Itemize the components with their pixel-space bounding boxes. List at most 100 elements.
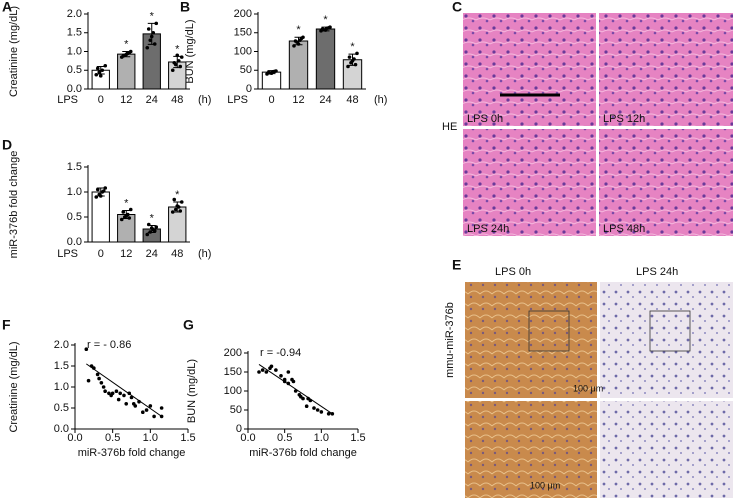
- ihc-image: [465, 401, 597, 498]
- data-point: [94, 72, 99, 77]
- image-label: LPS 48h: [603, 223, 645, 235]
- panel-letter: G: [183, 317, 194, 333]
- data-point: [179, 55, 184, 59]
- y-tick-label: 150: [234, 27, 252, 39]
- histology-image: [599, 13, 733, 126]
- data-point: [118, 391, 122, 396]
- column-label: LPS 24h: [636, 266, 678, 278]
- data-point: [97, 376, 101, 381]
- data-point: [269, 71, 274, 76]
- panel-letter: C: [452, 0, 462, 15]
- data-point: [124, 214, 129, 218]
- data-point: [144, 408, 149, 412]
- x-suffix: (h): [374, 94, 387, 106]
- column-label: LPS 0h: [495, 266, 531, 278]
- bar: [91, 191, 110, 243]
- data-point: [122, 393, 126, 398]
- y-tick-label: 100: [234, 45, 252, 57]
- x-prefix: LPS: [57, 94, 78, 106]
- x-tick-label: 0.5: [277, 432, 292, 444]
- y-tick-label: 200: [234, 8, 252, 20]
- significance: *: [124, 197, 129, 209]
- image-label: LPS 0h: [467, 113, 503, 125]
- image-label: LPS 24h: [467, 223, 509, 235]
- data-point: [301, 396, 305, 401]
- data-point: [148, 38, 153, 43]
- data-point: [264, 370, 269, 374]
- y-tick-label: 1.0: [67, 45, 82, 57]
- data-point: [293, 39, 298, 43]
- x-axis-label: miR-376b fold change: [249, 447, 357, 459]
- y-tick-label: 1.5: [67, 27, 82, 39]
- data-point: [101, 189, 106, 193]
- y-tick-label: 200: [224, 347, 242, 359]
- x-axis-label: miR-376b fold change: [78, 447, 186, 459]
- data-point: [323, 28, 328, 32]
- significance: *: [323, 14, 328, 26]
- x-tick-label: 0.5: [105, 432, 120, 444]
- significance: *: [150, 10, 155, 22]
- data-point: [178, 64, 183, 69]
- data-point: [274, 368, 278, 372]
- x-tick-label: 1.5: [180, 432, 195, 444]
- x-prefix: LPS: [57, 248, 78, 260]
- y-tick-label: 0.0: [67, 83, 82, 95]
- y-tick-label: 2.0: [67, 8, 82, 20]
- x-tick-label: 0: [268, 94, 274, 106]
- data-point: [175, 53, 180, 58]
- y-tick-label: 1.0: [54, 381, 69, 393]
- x-suffix: (h): [198, 94, 211, 106]
- data-point: [107, 391, 111, 396]
- data-point: [172, 197, 177, 202]
- x-tick-label: 24: [319, 94, 331, 106]
- data-point: [178, 209, 183, 213]
- significance: *: [175, 189, 180, 201]
- data-point: [269, 364, 274, 369]
- image-label: LPS 12h: [603, 113, 645, 125]
- data-point: [146, 27, 151, 31]
- side-label: HE: [442, 121, 457, 133]
- data-point: [353, 62, 358, 67]
- fit-line: [258, 363, 333, 415]
- data-point: [347, 55, 352, 59]
- data-point: [154, 21, 159, 26]
- data-point: [149, 226, 154, 230]
- panel-letter: E: [452, 257, 461, 273]
- y-tick-label: 2.0: [54, 339, 69, 351]
- y-tick-label: 0.0: [54, 423, 69, 435]
- y-tick-label: 0.5: [54, 402, 69, 414]
- data-point: [355, 51, 359, 56]
- data-point: [172, 60, 177, 65]
- zoom-box: [528, 310, 570, 352]
- bar: [288, 40, 309, 90]
- data-point: [296, 42, 301, 46]
- data-point: [95, 187, 100, 192]
- significance: *: [124, 38, 129, 50]
- panel-letter: B: [180, 0, 190, 15]
- x-tick-label: 12: [292, 94, 304, 106]
- x-tick-label: 0.0: [67, 432, 82, 444]
- data-point: [128, 207, 133, 212]
- y-tick-label: 1.5: [67, 161, 82, 173]
- data-point: [319, 410, 324, 414]
- y-axis-label: Creatinine (mg/dL): [8, 6, 20, 97]
- y-tick-label: 100: [224, 385, 242, 397]
- x-tick-label: 12: [120, 94, 132, 106]
- data-point: [95, 66, 100, 71]
- x-tick-label: 12: [120, 248, 132, 260]
- histology-image: [463, 129, 596, 236]
- x-tick-label: 24: [146, 248, 158, 260]
- data-point: [98, 194, 103, 198]
- data-point: [133, 404, 138, 408]
- data-point: [176, 59, 181, 63]
- data-point: [173, 207, 178, 212]
- data-point: [272, 69, 277, 74]
- y-tick-label: 0: [246, 83, 252, 95]
- data-point: [101, 385, 106, 389]
- y-tick-label: 0.5: [67, 211, 82, 223]
- significance: *: [150, 212, 155, 224]
- scale-label: 100 μm: [573, 383, 603, 393]
- annotation: r = - 0.86: [87, 339, 131, 351]
- data-point: [127, 50, 132, 55]
- data-point: [98, 74, 103, 78]
